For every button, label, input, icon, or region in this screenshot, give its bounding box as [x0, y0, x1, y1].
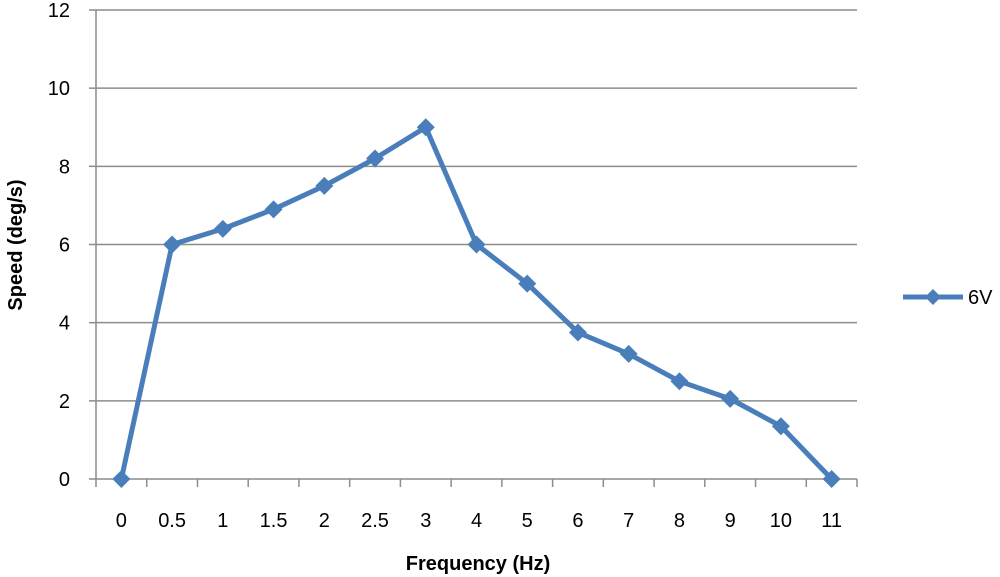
x-tick-labels: 0 0.5 1 1.5 2 2.5 3 4 5 6 7 8 9 10 11 — [116, 510, 842, 532]
data-point-marker — [366, 149, 385, 168]
y-tick-labels: 0 2 4 6 8 10 12 — [48, 0, 70, 491]
x-tick-label: 7 — [623, 510, 634, 532]
data-point-marker — [670, 372, 689, 391]
data-point-marker — [467, 235, 486, 254]
data-point-marker — [315, 176, 334, 195]
data-point-marker — [112, 470, 131, 488]
y-axis-title: Speed (deg/s) — [5, 179, 27, 310]
grid-lines — [96, 9, 857, 402]
x-tick-label: 2 — [319, 510, 330, 532]
data-point-marker — [518, 274, 537, 293]
x-tick-label: 11 — [821, 510, 842, 532]
data-point-marker — [163, 235, 182, 254]
x-tick-label: 9 — [725, 510, 736, 532]
legend: 6V — [903, 287, 993, 309]
y-tick-label: 12 — [48, 0, 70, 22]
x-tick-label: 1 — [217, 510, 228, 532]
x-tick-label: 0 — [116, 510, 127, 532]
data-point-marker — [213, 219, 232, 238]
data-point-marker — [771, 417, 790, 436]
data-point-marker — [416, 118, 435, 137]
data-point-marker — [619, 344, 638, 363]
data-point-marker — [721, 389, 740, 408]
x-tick-label: 1.5 — [260, 510, 288, 532]
data-point-marker — [568, 323, 587, 342]
x-tick-label: 0.5 — [158, 510, 186, 532]
series-line — [118, 124, 834, 481]
x-tick-label: 5 — [522, 510, 533, 532]
y-tick-label: 4 — [59, 313, 70, 335]
y-tick-label: 2 — [59, 391, 70, 413]
axes — [89, 9, 858, 487]
x-tick-label: 2.5 — [361, 510, 389, 532]
x-tick-label: 6 — [572, 510, 583, 532]
data-point-marker — [822, 470, 841, 488]
x-tick-label: 3 — [420, 510, 431, 532]
legend-label-6v: 6V — [968, 287, 993, 309]
y-tick-label: 10 — [48, 78, 70, 100]
y-tick-label: 0 — [59, 469, 70, 491]
data-point-marker — [264, 200, 283, 219]
x-axis-title: Frequency (Hz) — [406, 553, 550, 575]
x-tick-label: 10 — [770, 510, 792, 532]
y-tick-label: 8 — [59, 156, 70, 178]
y-tick-label: 6 — [59, 235, 70, 257]
legend-marker-6v — [925, 289, 941, 305]
x-tick-label: 4 — [471, 510, 482, 532]
x-tick-label: 8 — [674, 510, 685, 532]
series-6v — [112, 118, 841, 488]
